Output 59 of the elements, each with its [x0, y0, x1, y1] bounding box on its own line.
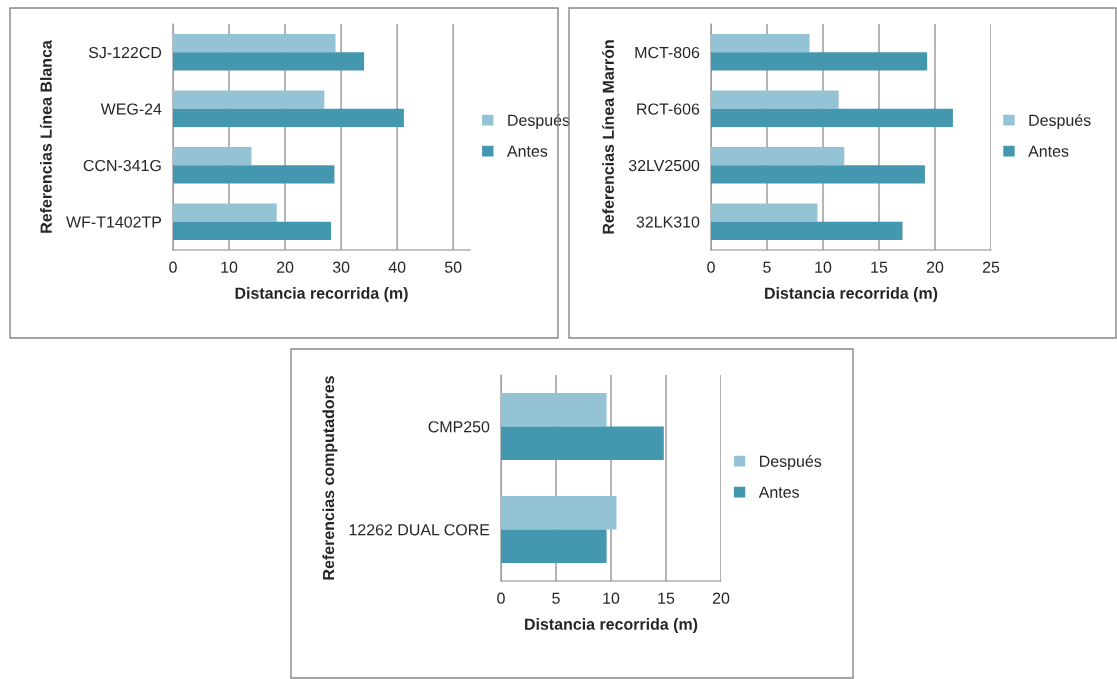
- y-tick-label: 32LV2500: [628, 159, 700, 172]
- x-tick-label: 5: [552, 592, 560, 604]
- y-tick-label: 32LK310: [636, 216, 700, 228]
- legend-label: Antes: [1028, 145, 1069, 157]
- y-tick-label: CMP250: [428, 421, 490, 433]
- x-tick-label: 10: [221, 261, 238, 273]
- bar: [173, 165, 335, 184]
- y-tick-label: MCT-806: [635, 46, 700, 59]
- y-tick-label: WEG-24: [100, 103, 162, 115]
- legend-label: Después: [760, 454, 822, 471]
- x-tick-label: 0: [497, 592, 505, 604]
- bar: [501, 529, 607, 563]
- bar: [173, 221, 332, 241]
- y-axis-title: Referencias Línea Marrón: [602, 40, 614, 234]
- bar: [501, 426, 664, 460]
- x-tick-label: 10: [815, 261, 832, 273]
- y-tick-label: SJ-122CD: [88, 46, 162, 59]
- x-tick-label: 0: [169, 261, 177, 273]
- x-tick-label: 15: [871, 261, 888, 273]
- x-tick-label: 50: [444, 261, 462, 273]
- bar: [173, 203, 277, 222]
- bar: [173, 108, 404, 128]
- legend-label: Después: [1029, 113, 1091, 130]
- x-tick-label: 15: [658, 592, 675, 604]
- x-axis-title: Distancia recorrida (m): [525, 618, 698, 633]
- x-tick-label: 0: [707, 261, 715, 273]
- bar: [173, 33, 336, 53]
- bar: [501, 496, 617, 530]
- bar: [711, 90, 839, 109]
- bar: [711, 221, 903, 241]
- x-axis-title: Distancia recorrida (m): [765, 287, 938, 302]
- x-tick-label: 5: [763, 261, 771, 273]
- y-axis-title: Referencias computadores: [322, 376, 338, 580]
- y-axis-title: Referencias Línea Blanca: [39, 40, 52, 233]
- x-tick-label: 20: [926, 261, 944, 273]
- bar: [501, 393, 607, 427]
- y-tick-label: CCN-341G: [83, 159, 161, 172]
- y-tick-label: WF-T1402TP: [66, 216, 162, 228]
- bar: [711, 203, 818, 222]
- bar: [173, 146, 252, 166]
- bar: [711, 52, 928, 71]
- x-tick-label: 10: [603, 592, 620, 604]
- x-axis-title: Distancia recorrida (m): [235, 287, 408, 302]
- y-tick-label: 12262 DUAL CORE: [349, 524, 490, 536]
- bar: [711, 108, 953, 128]
- bar: [711, 146, 845, 166]
- legend-label: Antes: [758, 486, 799, 498]
- legend-label: Después: [508, 113, 570, 130]
- x-tick-label: 25: [982, 261, 1000, 273]
- y-tick-label: RCT-606: [637, 103, 700, 115]
- bar: [173, 52, 365, 71]
- x-tick-label: 30: [332, 261, 350, 273]
- bar: [711, 165, 925, 184]
- bar: [711, 33, 810, 53]
- bar: [173, 90, 325, 109]
- x-tick-label: 20: [712, 592, 730, 604]
- x-tick-label: 40: [388, 261, 406, 273]
- legend-label: Antes: [506, 145, 548, 157]
- x-tick-label: 20: [277, 261, 294, 273]
